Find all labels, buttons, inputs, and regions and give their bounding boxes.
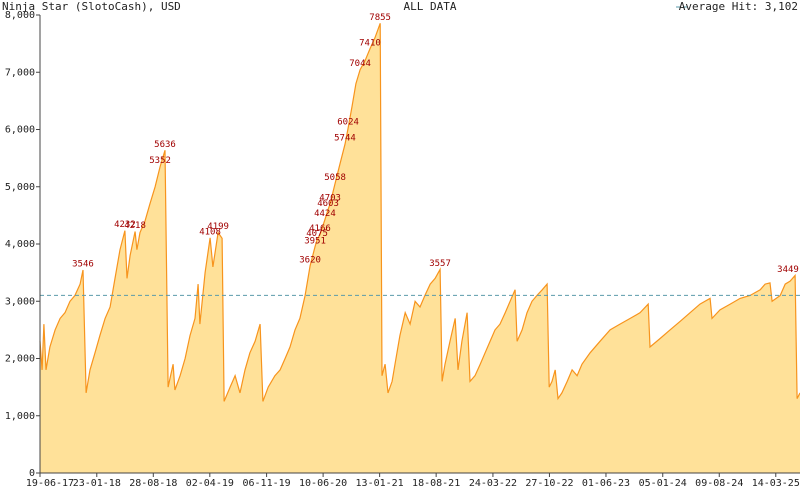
x-tick-label: 06-11-19: [243, 478, 291, 489]
y-tick-label: 3,000: [5, 296, 35, 307]
x-tick-label: 14-03-25: [752, 478, 800, 489]
value-label: 3557: [429, 259, 451, 269]
x-tick-label: 19-06-17: [26, 478, 74, 489]
x-tick-label: 10-06-20: [299, 478, 347, 489]
value-label: 5058: [324, 173, 346, 183]
value-label: 3546: [72, 259, 94, 269]
value-label: 5636: [154, 140, 176, 150]
chart-title: Ninja Star (SlotoCash), USD: [2, 0, 181, 13]
value-label: 4703: [319, 193, 341, 203]
y-tick-label: 5,000: [5, 182, 35, 193]
x-tick-label: 23-01-18: [73, 478, 121, 489]
value-label: 3449: [777, 265, 799, 275]
x-tick-label: 18-08-21: [412, 478, 460, 489]
y-tick-label: 4,000: [5, 239, 35, 250]
value-label: 4232: [114, 220, 136, 230]
value-label: 5352: [149, 156, 171, 166]
y-tick-label: 8,000: [5, 10, 35, 21]
value-label: 7410: [359, 38, 381, 48]
value-label: 4199: [207, 222, 229, 232]
value-label: 4108: [199, 227, 221, 237]
x-tick-label: 13-01-21: [356, 478, 404, 489]
value-label: 5744: [334, 134, 356, 144]
value-label: 4424: [314, 209, 336, 219]
x-tick-label: 01-06-23: [582, 478, 630, 489]
value-label: 6024: [337, 118, 359, 128]
x-tick-label: 02-04-19: [186, 478, 234, 489]
x-tick-label: 28-08-18: [129, 478, 177, 489]
x-tick-label: 27-10-22: [525, 478, 573, 489]
value-label: 4166: [309, 224, 331, 234]
x-tick-label: 24-03-22: [469, 478, 517, 489]
value-label: 4603: [317, 199, 339, 209]
x-tick-label: 09-08-24: [695, 478, 743, 489]
y-tick-label: 2,000: [5, 354, 35, 365]
value-label: 3620: [299, 255, 321, 265]
value-label: 4218: [124, 221, 146, 231]
line: [39, 23, 800, 402]
value-label: 7855: [369, 13, 391, 23]
x-tick-label: 05-01-24: [639, 478, 687, 489]
value-label: 4075: [306, 229, 328, 239]
value-label: 7044: [349, 59, 371, 69]
y-tick-label: 6,000: [5, 125, 35, 136]
y-tick-label: 7,000: [5, 67, 35, 78]
area: [40, 23, 800, 474]
legend-label: Average Hit: 3,102: [679, 0, 798, 13]
value-label: 3951: [304, 236, 326, 246]
chart-subtitle: ALL DATA: [404, 0, 457, 13]
y-tick-label: 1,000: [5, 411, 35, 422]
y-tick-label: 0: [29, 468, 35, 479]
